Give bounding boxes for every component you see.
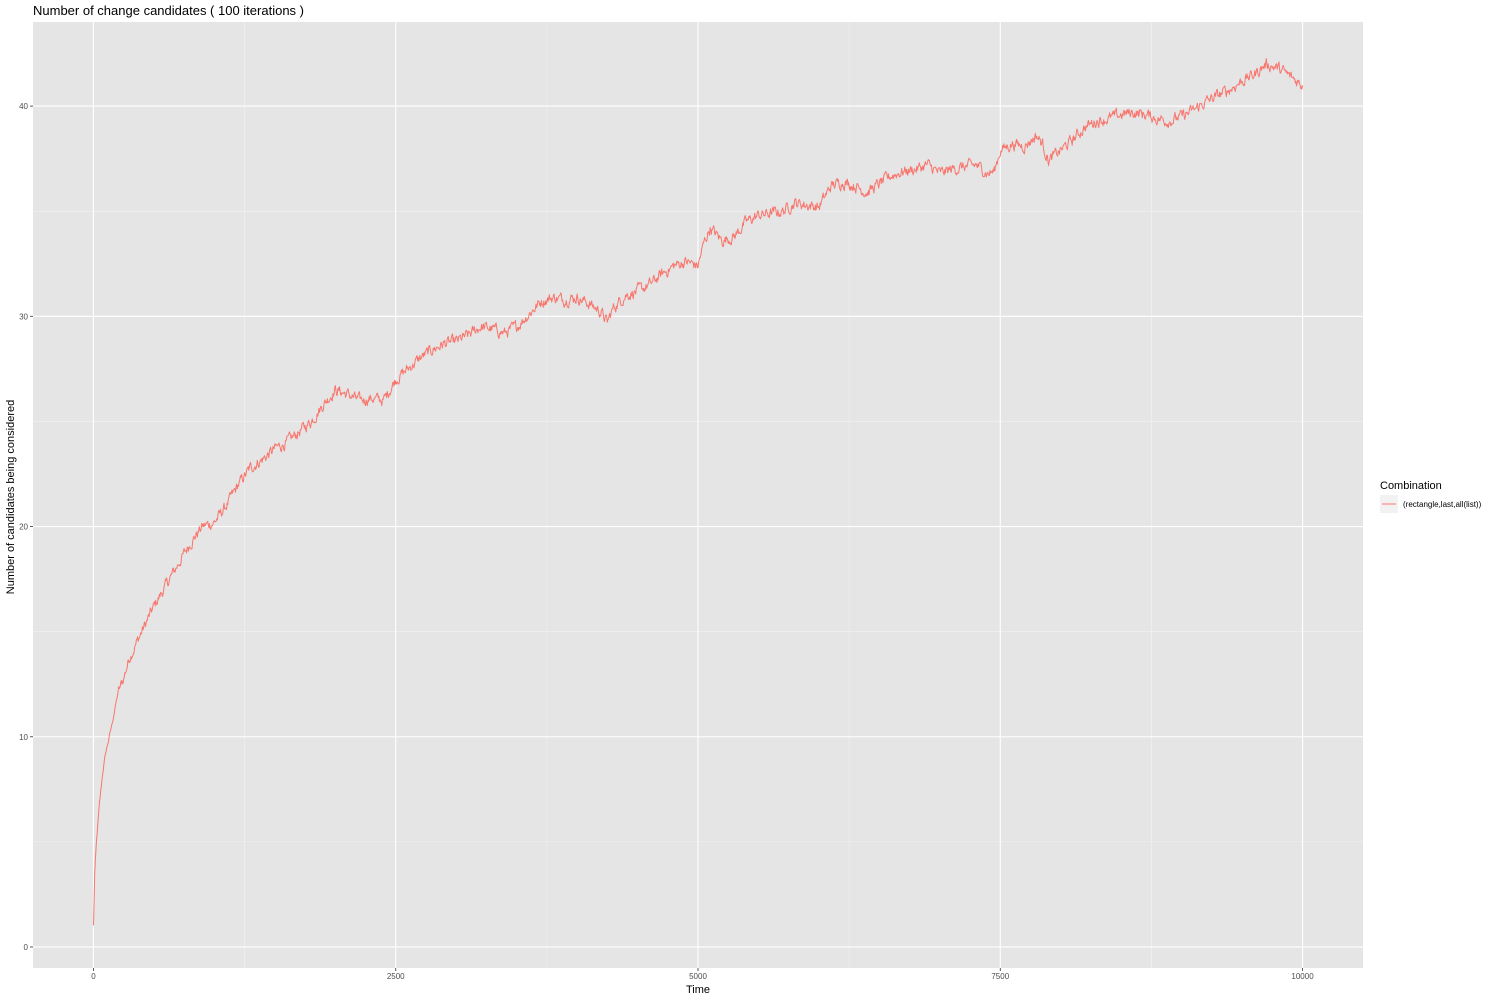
x-tick-label: 5000 — [689, 972, 707, 981]
y-tick-label: 10 — [19, 733, 28, 742]
y-tick-label: 20 — [19, 523, 28, 532]
series-line — [93, 58, 1303, 926]
y-tick-label: 0 — [24, 943, 29, 952]
x-axis-ticks: 0 2500 5000 7500 10000 — [91, 968, 1314, 981]
chart-title: Number of change candidates ( 100 iterat… — [33, 3, 304, 18]
legend-title: Combination — [1380, 480, 1442, 492]
x-tick-label: 2500 — [387, 972, 405, 981]
x-axis-title: Time — [686, 984, 710, 996]
y-axis-title: Number of candidates being considered — [5, 400, 17, 594]
series-layer — [93, 58, 1303, 926]
x-tick-label: 0 — [91, 972, 96, 981]
x-tick-label: 10000 — [1291, 972, 1314, 981]
legend: Combination (rectangle,last,all(list)) — [1380, 480, 1482, 513]
x-tick-label: 7500 — [991, 972, 1009, 981]
y-tick-label: 40 — [19, 102, 28, 111]
major-gridlines — [33, 22, 1363, 968]
y-axis-ticks: 0 10 20 30 40 — [19, 102, 33, 952]
legend-entry-label: (rectangle,last,all(list)) — [1403, 500, 1482, 509]
y-tick-label: 30 — [19, 312, 28, 321]
